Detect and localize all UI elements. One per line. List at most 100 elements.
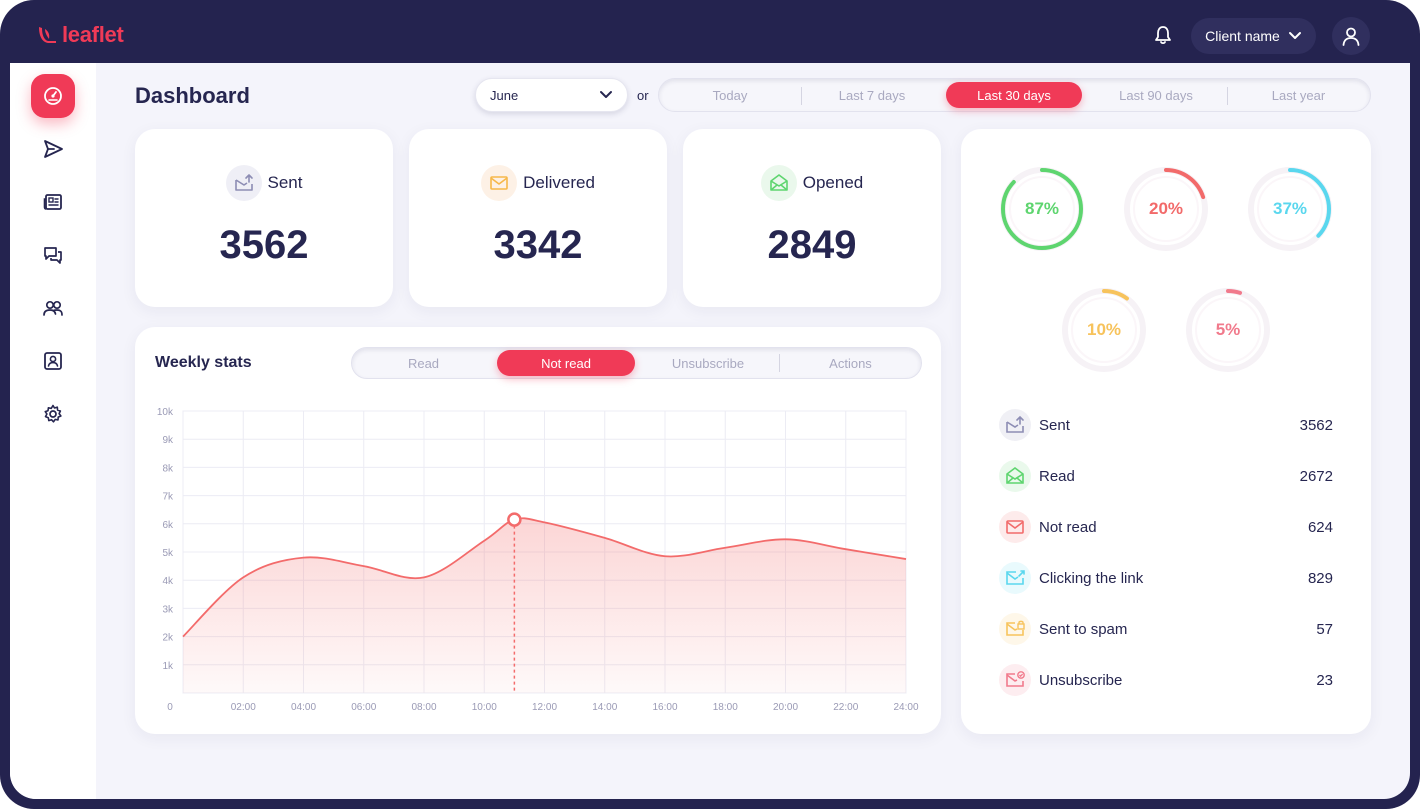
range-last-7-days[interactable]: Last 7 days bbox=[838, 87, 906, 103]
bell-icon[interactable] bbox=[1152, 24, 1174, 46]
or-label: or bbox=[637, 88, 649, 103]
progress-ring-arc bbox=[1063, 289, 1145, 371]
sidebar-item-dashboard[interactable] bbox=[31, 74, 75, 118]
weekly-chart: 1k 2k 3k 4k 5k 6k 7k 8k 9k 10k 0 02:00 04:00 06:00 08:… bbox=[157, 407, 919, 713]
progress-ring-inner bbox=[1071, 297, 1137, 363]
y-tick-label: 5k bbox=[162, 548, 174, 559]
progress-ring-inner bbox=[1133, 176, 1199, 242]
y-tick-label: 8k bbox=[162, 463, 174, 474]
y-tick-label: 6k bbox=[162, 520, 174, 531]
y-tick-label: 1k bbox=[162, 661, 174, 672]
progress-ring: 37% bbox=[1247, 166, 1333, 252]
stat-card-opened: Opened 2849 bbox=[683, 129, 941, 307]
sidebar-item-send[interactable] bbox=[31, 127, 75, 171]
mail-open-icon bbox=[999, 460, 1031, 492]
sidebar-item-settings[interactable] bbox=[31, 392, 75, 436]
summary-row: Sent 3562 bbox=[999, 409, 1333, 441]
sidebar-item-contacts[interactable] bbox=[31, 339, 75, 383]
x-tick-label: 16:00 bbox=[652, 702, 677, 713]
y-tick-label: 10k bbox=[157, 407, 174, 418]
weekly-stats-card: Weekly stats Read Not read Unsubscribe A… bbox=[135, 327, 941, 734]
weekly-stats-title: Weekly stats bbox=[155, 354, 252, 371]
x-tick-label: 12:00 bbox=[532, 702, 557, 713]
progress-ring-graphic bbox=[1124, 167, 1208, 251]
progress-ring-graphic bbox=[1062, 288, 1146, 372]
range-divider bbox=[1227, 87, 1228, 105]
range-last-90-days[interactable]: Last 90 days bbox=[1119, 87, 1193, 103]
y-tick-label: 7k bbox=[162, 492, 174, 503]
x-tick-label: 02:00 bbox=[231, 702, 256, 713]
tab-unsubscribe[interactable]: Unsubscribe bbox=[671, 355, 745, 371]
x-tick-label: 10:00 bbox=[472, 702, 497, 713]
mail-link-icon bbox=[999, 562, 1031, 594]
stat-card-delivered: Delivered 3342 bbox=[409, 129, 667, 307]
summary-row: Clicking the link 829 bbox=[999, 562, 1333, 594]
newspaper-icon bbox=[43, 194, 62, 210]
range-last-30-days[interactable]: Last 30 days bbox=[946, 82, 1082, 108]
summary-label: Sent to spam bbox=[1039, 620, 1128, 638]
leaf-logo-icon bbox=[39, 27, 56, 43]
sidebar-item-messages[interactable] bbox=[31, 233, 75, 277]
progress-ring-label: 87% bbox=[1024, 199, 1060, 218]
mail-unsubscribe-icon bbox=[999, 664, 1031, 696]
summary-label: Read bbox=[1039, 467, 1075, 485]
summary-value: 57 bbox=[1316, 620, 1333, 638]
client-label: Client name bbox=[1205, 28, 1280, 44]
summary-row: Read 2672 bbox=[999, 460, 1333, 492]
progress-ring-label: 37% bbox=[1272, 199, 1308, 218]
top-bar: leaflet Client name bbox=[0, 0, 1420, 64]
client-select[interactable]: Client name bbox=[1191, 18, 1316, 54]
summary-card: 87% 20% 37% 10% 5% Sent 3562 Read 2672 Not read 6… bbox=[961, 129, 1371, 734]
tab-not-read[interactable]: Not read bbox=[497, 350, 635, 376]
summary-label: Sent bbox=[1039, 416, 1070, 434]
progress-ring-label: 10% bbox=[1086, 320, 1122, 339]
summary-row: Not read 624 bbox=[999, 511, 1333, 543]
progress-ring-arc bbox=[1187, 289, 1269, 371]
summary-value: 829 bbox=[1307, 569, 1333, 587]
y-tick-label: 2k bbox=[162, 633, 174, 644]
range-today[interactable]: Today bbox=[712, 87, 748, 103]
chat-icon bbox=[44, 247, 62, 264]
progress-ring-inner bbox=[1009, 176, 1075, 242]
progress-ring-arc bbox=[1001, 168, 1083, 250]
progress-ring: 10% bbox=[1061, 287, 1147, 373]
progress-ring-label: 20% bbox=[1148, 199, 1184, 218]
page-title: Dashboard bbox=[135, 83, 250, 108]
tab-divider bbox=[779, 354, 780, 372]
chart-area-fill bbox=[183, 518, 906, 693]
summary-row: Unsubscribe 23 bbox=[999, 664, 1333, 696]
tab-actions[interactable]: Actions bbox=[829, 355, 872, 371]
y-tick-label: 9k bbox=[162, 435, 174, 446]
sidebar-item-newsletters[interactable] bbox=[31, 180, 75, 224]
progress-ring: 20% bbox=[1123, 166, 1209, 252]
stat-card-header: Opened bbox=[683, 165, 941, 201]
range-last-year[interactable]: Last year bbox=[1271, 87, 1326, 103]
sidebar-item-users[interactable] bbox=[31, 286, 75, 330]
stat-label: Opened bbox=[802, 173, 864, 192]
progress-ring: 87% bbox=[999, 166, 1085, 252]
x-tick-label: 14:00 bbox=[592, 702, 617, 713]
date-range-tabs: Today Last 7 days Last 30 days Last 90 d… bbox=[658, 78, 1371, 112]
mail-send-icon bbox=[999, 409, 1031, 441]
month-select[interactable]: June bbox=[475, 78, 628, 112]
x-tick-label: 06:00 bbox=[351, 702, 376, 713]
progress-ring-graphic bbox=[1186, 288, 1270, 372]
x-tick-label: 04:00 bbox=[291, 702, 316, 713]
progress-ring-inner bbox=[1257, 176, 1323, 242]
logo[interactable]: leaflet bbox=[36, 22, 124, 48]
stat-card-sent: Sent 3562 bbox=[135, 129, 393, 307]
mail-open-icon bbox=[760, 165, 797, 201]
user-avatar-button[interactable] bbox=[1332, 17, 1370, 55]
x-tick-label: 08:00 bbox=[411, 702, 436, 713]
mail-icon bbox=[999, 511, 1031, 543]
gear-icon bbox=[44, 404, 62, 423]
progress-ring-arc bbox=[1249, 168, 1331, 250]
contact-card-icon bbox=[44, 352, 62, 370]
summary-value: 23 bbox=[1316, 671, 1333, 689]
chevron-down-icon bbox=[1288, 32, 1301, 39]
summary-label: Clicking the link bbox=[1039, 569, 1144, 587]
stat-card-header: Delivered bbox=[409, 165, 667, 201]
tab-read[interactable]: Read bbox=[407, 355, 440, 371]
progress-ring-graphic bbox=[1248, 167, 1332, 251]
